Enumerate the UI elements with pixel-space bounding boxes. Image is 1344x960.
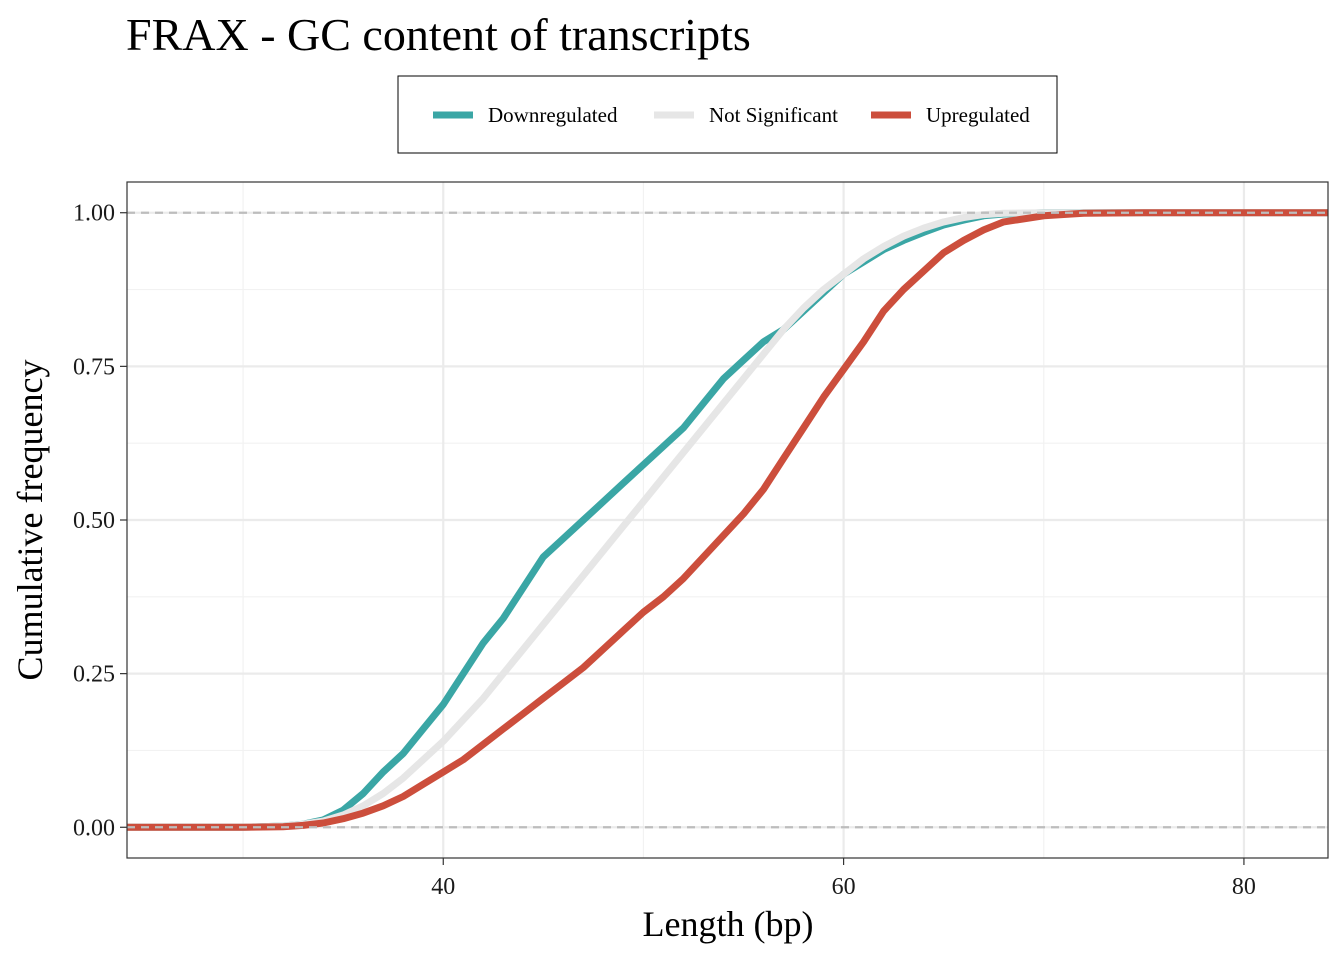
chart-title: FRAX - GC content of transcripts <box>126 9 751 60</box>
y-tick-label: 0.00 <box>73 815 115 841</box>
y-tick-label: 0.25 <box>73 662 115 688</box>
y-axis-title: Cumulative frequency <box>10 360 50 681</box>
legend-label: Downregulated <box>488 103 618 127</box>
y-tick-label: 1.00 <box>73 201 115 227</box>
y-tick-label: 0.75 <box>73 354 115 380</box>
x-tick-label: 80 <box>1232 874 1256 900</box>
legend-label: Upregulated <box>926 103 1030 127</box>
plot-area <box>126 181 1329 859</box>
x-tick-label: 60 <box>832 874 856 900</box>
series-line-downregulated <box>127 209 1328 831</box>
legend-label: Not Significant <box>709 103 838 127</box>
series-line-not-significant <box>127 209 1328 831</box>
x-tick-label: 40 <box>431 874 455 900</box>
x-axis-title: Length (bp) <box>643 904 814 944</box>
series-line-upregulated <box>127 209 1328 831</box>
legend-box <box>397 75 1058 154</box>
legend: Downregulated Not Significant Upregulated <box>397 75 1058 154</box>
y-tick-label: 0.50 <box>73 508 115 534</box>
